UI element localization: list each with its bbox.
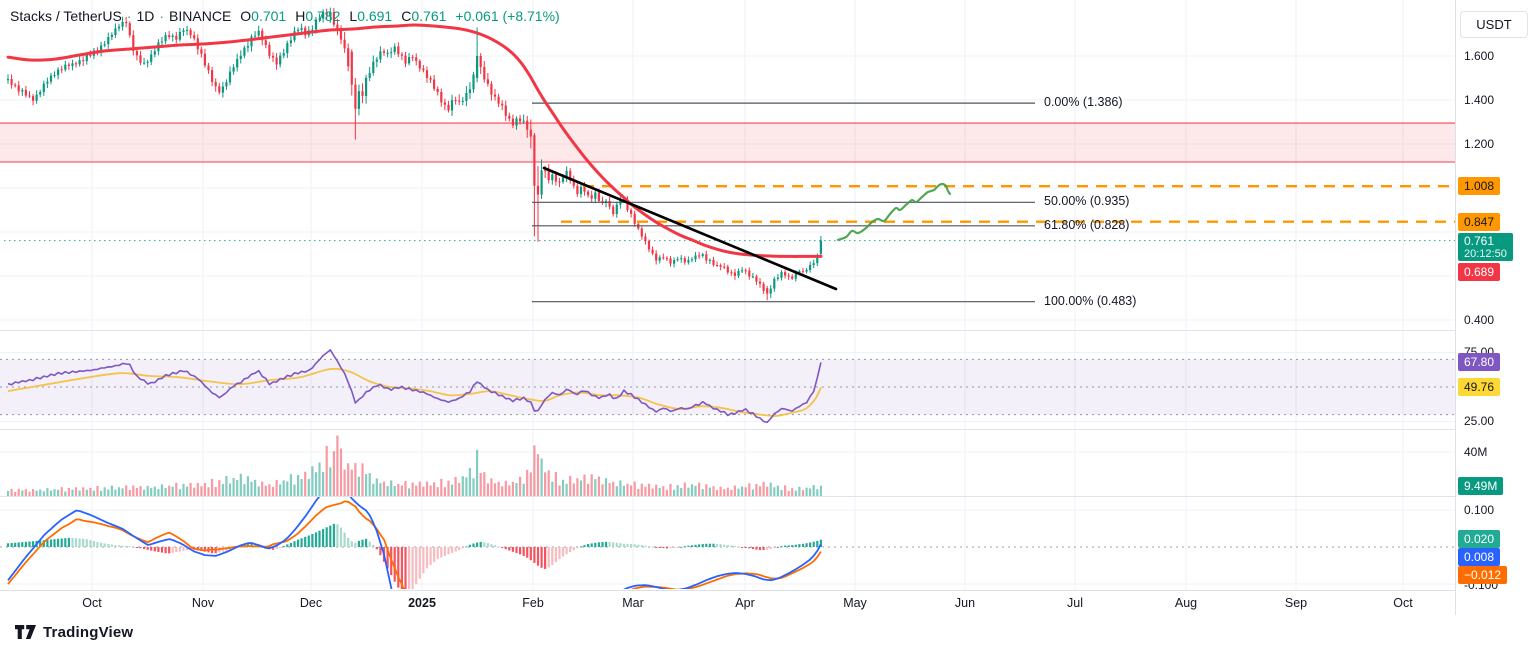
price-badge-ma: 0.689 <box>1458 263 1501 281</box>
tradingview-logo[interactable]: TradingView <box>15 624 133 641</box>
price-badge-macd-hist: 0.020 <box>1458 530 1501 548</box>
price-badge-volume: 9.49M <box>1458 477 1504 495</box>
time-tick: Jul <box>1067 596 1083 610</box>
fib-level-label: 0.00% (1.386) <box>1044 95 1123 110</box>
tradingview-logo-text: TradingView <box>43 624 134 641</box>
high-value: 0.782 <box>305 8 341 24</box>
open-label: O <box>240 8 252 24</box>
time-tick: Dec <box>299 596 323 610</box>
currency-toggle-button[interactable]: USDT <box>1460 11 1528 38</box>
chart-plot-area[interactable] <box>0 0 1455 590</box>
low-value: 0.691 <box>357 8 393 24</box>
close-label: C <box>401 8 412 24</box>
chart-legend: Stacks / TetherUS · 1D · BINANCE O0.701 H0.782… <box>10 7 560 25</box>
price-tick: 25.00 <box>1464 414 1495 428</box>
last-price-badge: 0.761 20:12:50 <box>1458 233 1513 261</box>
time-tick: Feb <box>522 596 544 610</box>
fib-level-label: 100.00% (0.483) <box>1044 293 1137 308</box>
time-tick: Oct <box>82 596 102 610</box>
legend-separator: · <box>159 8 165 24</box>
time-tick: Sep <box>1284 596 1308 610</box>
time-tick: Oct <box>1393 596 1413 610</box>
interval-label[interactable]: 1D <box>136 8 155 24</box>
price-badge-macd-signal: −0.012 <box>1458 566 1508 584</box>
price-tick: 0.100 <box>1464 503 1495 517</box>
legend-separator: · <box>126 8 132 24</box>
price-scale[interactable]: USDT 0.761 20:12:50 1.600 1.400 1.200 0.400… <box>1455 0 1536 615</box>
change-value: +0.061 (+8.71%) <box>455 8 560 24</box>
exchange-label[interactable]: BINANCE <box>169 8 232 24</box>
price-tick: 40M <box>1464 445 1488 459</box>
price-tick: 0.400 <box>1464 313 1495 327</box>
price-badge-macd-line: 0.008 <box>1458 548 1501 566</box>
time-tick: Jun <box>954 596 976 610</box>
time-tick: May <box>843 596 867 610</box>
close-value: 0.761 <box>411 8 447 24</box>
high-label: H <box>295 8 306 24</box>
time-scale[interactable]: Oct Nov Dec 2025 Feb Mar Apr May Jun Jul Aug Sep Oct <box>0 590 1536 617</box>
bar-countdown: 20:12:50 <box>1464 248 1507 260</box>
price-badge-fib-lower: 0.847 <box>1458 213 1501 231</box>
tradingview-mark-icon <box>15 625 36 639</box>
price-badge-fib-upper: 1.008 <box>1458 177 1501 195</box>
time-tick: Nov <box>191 596 215 610</box>
time-tick: 2025 <box>408 596 436 610</box>
price-tick: 1.200 <box>1464 137 1495 151</box>
fib-level-label: 61.80% (0.828) <box>1044 217 1130 232</box>
price-tick: 1.600 <box>1464 49 1495 63</box>
time-tick: Apr <box>735 596 755 610</box>
low-label: L <box>349 8 358 24</box>
open-value: 0.701 <box>251 8 287 24</box>
price-tick: 1.400 <box>1464 93 1495 107</box>
symbol-title[interactable]: Stacks / TetherUS <box>10 8 122 24</box>
price-badge-rsi-ma: 49.76 <box>1458 378 1501 396</box>
fib-level-label: 50.00% (0.935) <box>1044 194 1130 209</box>
time-tick: Mar <box>622 596 644 610</box>
last-price-value: 0.761 <box>1464 234 1495 248</box>
time-tick: Aug <box>1174 596 1198 610</box>
price-badge-rsi: 67.80 <box>1458 353 1501 371</box>
